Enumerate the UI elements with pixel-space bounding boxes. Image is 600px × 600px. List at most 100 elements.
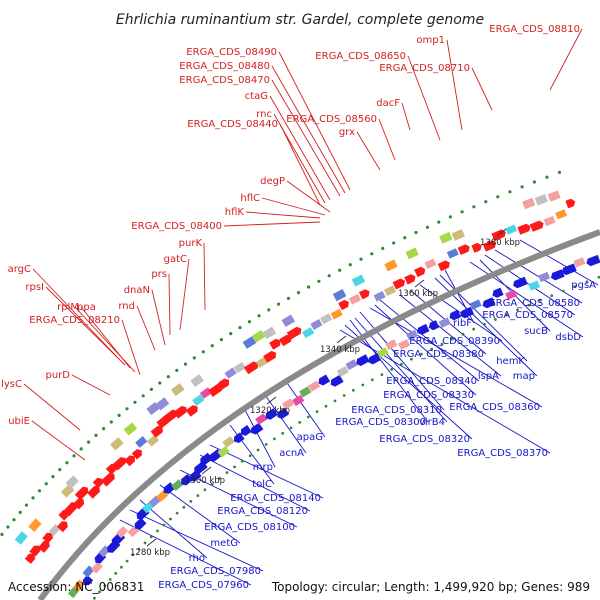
gc-dot bbox=[256, 448, 260, 452]
gene-label-rplm[interactable]: rplM bbox=[57, 302, 79, 313]
gene-label-hemk[interactable]: hemK bbox=[496, 356, 525, 367]
gene-label-pgsa[interactable]: pgsA bbox=[571, 280, 596, 291]
gene-label-rnc[interactable]: rnc bbox=[256, 109, 272, 120]
gc-dot bbox=[440, 342, 444, 346]
forward-feature-arrow bbox=[24, 553, 36, 564]
gene-label-hflk[interactable]: hflK bbox=[225, 207, 245, 218]
gene-label-erga-cds-08370[interactable]: ERGA_CDS_08370 bbox=[457, 448, 548, 459]
gene-label-degp[interactable]: degP bbox=[260, 176, 285, 187]
forward-feature-box bbox=[543, 215, 556, 227]
gc-dot bbox=[390, 368, 393, 371]
reverse-feature-arrow bbox=[417, 323, 430, 335]
gene-label-erga-cds-08490[interactable]: ERGA_CDS_08490 bbox=[186, 47, 277, 58]
gene-label-rnd[interactable]: rnd bbox=[118, 301, 135, 312]
gene-label-erga-cds-08810[interactable]: ERGA_CDS_08810 bbox=[489, 24, 580, 35]
gene-label-apag[interactable]: apaG bbox=[297, 432, 323, 443]
gc-dot bbox=[333, 399, 337, 403]
forward-feature-box bbox=[146, 434, 160, 447]
gene-label-erga-cds-08480[interactable]: ERGA_CDS_08480 bbox=[179, 61, 270, 72]
gc-dot bbox=[114, 572, 118, 575]
reverse-feature-arrow bbox=[330, 374, 344, 387]
gene-label-metg[interactable]: metG bbox=[210, 538, 238, 549]
gene-label-erga-cds-08340[interactable]: ERGA_CDS_08340 bbox=[386, 376, 477, 387]
gene-label-erga-cds-08320[interactable]: ERGA_CDS_08320 bbox=[379, 434, 470, 445]
gene-label-erga-cds-08120[interactable]: ERGA_CDS_08120 bbox=[217, 506, 308, 517]
reverse-feature-box bbox=[292, 394, 305, 407]
gene-label-tolc[interactable]: tolC bbox=[252, 479, 272, 490]
gene-label-argc[interactable]: argC bbox=[8, 264, 31, 275]
gene-label-mrp[interactable]: mrp bbox=[253, 462, 273, 473]
gene-label-lspa[interactable]: lspA bbox=[478, 371, 499, 382]
gene-label-ppa[interactable]: ppa bbox=[77, 302, 96, 313]
reverse-feature-arrow bbox=[428, 320, 440, 331]
gc-dot bbox=[273, 437, 276, 441]
gene-label-erga-cds-08650[interactable]: ERGA_CDS_08650 bbox=[315, 51, 406, 62]
gene-label-purd[interactable]: purD bbox=[46, 370, 71, 381]
gene-label-erga-cds-08570[interactable]: ERGA_CDS_08570 bbox=[482, 310, 573, 321]
gene-label-erga-cds-08580[interactable]: ERGA_CDS_08580 bbox=[489, 298, 580, 309]
reverse-feature-arrow bbox=[561, 263, 577, 276]
gene-label-rho[interactable]: rho bbox=[189, 553, 205, 564]
forward-feature-arrow bbox=[269, 338, 281, 350]
gene-label-lysc[interactable]: lysC bbox=[1, 379, 22, 390]
gene-label-erga-cds-08330[interactable]: ERGA_CDS_08330 bbox=[383, 390, 474, 401]
forward-feature-arrow bbox=[29, 545, 41, 557]
gene-label-erga-cds-08380[interactable]: ERGA_CDS_08380 bbox=[393, 349, 484, 360]
gene-label-omp1[interactable]: omp1 bbox=[416, 35, 445, 46]
gc-dot bbox=[149, 387, 153, 391]
gene-label-ribf[interactable]: ribF bbox=[453, 318, 472, 329]
reverse-feature-arrow bbox=[234, 432, 245, 443]
gene-callout-erga-cds-08470 bbox=[271, 79, 341, 197]
tick-label: 1360 kbp bbox=[398, 289, 438, 299]
gene-label-sucb[interactable]: sucB bbox=[524, 326, 548, 337]
gene-label-erga-cds-07960[interactable]: ERGA_CDS_07960 bbox=[158, 580, 249, 591]
gene-label-map[interactable]: map bbox=[513, 371, 535, 382]
forward-feature-arrow bbox=[87, 485, 100, 499]
gene-label-erga-cds-08360[interactable]: ERGA_CDS_08360 bbox=[449, 402, 540, 413]
gc-dot bbox=[392, 241, 396, 245]
gene-label-erga-cds-08100[interactable]: ERGA_CDS_08100 bbox=[204, 522, 295, 533]
forward-feature-box bbox=[302, 327, 315, 339]
forward-feature-arrow bbox=[131, 449, 142, 460]
gc-dot bbox=[125, 559, 129, 563]
gene-label-erga-cds-08440[interactable]: ERGA_CDS_08440 bbox=[187, 119, 278, 130]
gene-label-erga-cds-08140[interactable]: ERGA_CDS_08140 bbox=[230, 493, 321, 504]
gene-label-erga-cds-08300[interactable]: ERGA_CDS_08300 bbox=[335, 417, 426, 428]
gene-label-erga-cds-08310[interactable]: ERGA_CDS_08310 bbox=[351, 405, 442, 416]
gene-label-ctag[interactable]: ctaG bbox=[245, 91, 268, 102]
forward-feature-box bbox=[522, 197, 536, 210]
reverse-feature-box bbox=[505, 289, 518, 300]
gene-label-virb4[interactable]: virB4 bbox=[419, 417, 445, 428]
forward-feature-box bbox=[384, 285, 397, 297]
gene-callout-erga-cds-08480 bbox=[271, 65, 346, 194]
gc-dot bbox=[516, 308, 519, 312]
gene-label-erga-cds-08390[interactable]: ERGA_CDS_08390 bbox=[409, 336, 500, 347]
gene-label-grx[interactable]: grx bbox=[339, 127, 355, 138]
gene-labels: ERGA_CDS_08810omp1ERGA_CDS_08650ERGA_CDS… bbox=[1, 24, 596, 591]
gene-callout-erga-cds-08440 bbox=[279, 123, 321, 206]
gc-dot bbox=[133, 400, 137, 404]
gene-label-purk[interactable]: purK bbox=[179, 238, 203, 249]
gene-label-rpsi[interactable]: rpsI bbox=[25, 282, 44, 293]
gene-label-erga-cds-07980[interactable]: ERGA_CDS_07980 bbox=[170, 566, 261, 577]
reverse-feature-arrow bbox=[449, 309, 462, 321]
gene-label-erga-cds-08710[interactable]: ERGA_CDS_08710 bbox=[379, 63, 470, 74]
gene-label-acna[interactable]: acnA bbox=[279, 448, 304, 459]
forward-feature-arrow bbox=[173, 405, 187, 419]
reverse-feature-box bbox=[299, 386, 312, 398]
gene-label-erga-cds-08560[interactable]: ERGA_CDS_08560 bbox=[286, 114, 377, 125]
forward-feature-arrow bbox=[217, 378, 230, 390]
gene-label-erga-cds-08400[interactable]: ERGA_CDS_08400 bbox=[131, 221, 222, 232]
reverse-feature-arrow bbox=[356, 354, 370, 366]
gene-label-gatc[interactable]: gatC bbox=[164, 254, 187, 265]
gene-label-hflc[interactable]: hflC bbox=[240, 193, 260, 204]
gene-label-erga-cds-08470[interactable]: ERGA_CDS_08470 bbox=[179, 75, 270, 86]
gene-label-dsbd[interactable]: dsbD bbox=[555, 332, 581, 343]
gene-label-dacf[interactable]: dacF bbox=[376, 98, 400, 109]
gc-dot bbox=[545, 175, 549, 179]
gc-dot bbox=[98, 590, 101, 594]
gene-label-dnan[interactable]: dnaN bbox=[124, 285, 150, 296]
gene-label-prs[interactable]: prs bbox=[151, 269, 167, 280]
gene-label-ubie[interactable]: ubiE bbox=[8, 416, 30, 427]
gene-label-erga-cds-08210[interactable]: ERGA_CDS_08210 bbox=[29, 315, 120, 326]
